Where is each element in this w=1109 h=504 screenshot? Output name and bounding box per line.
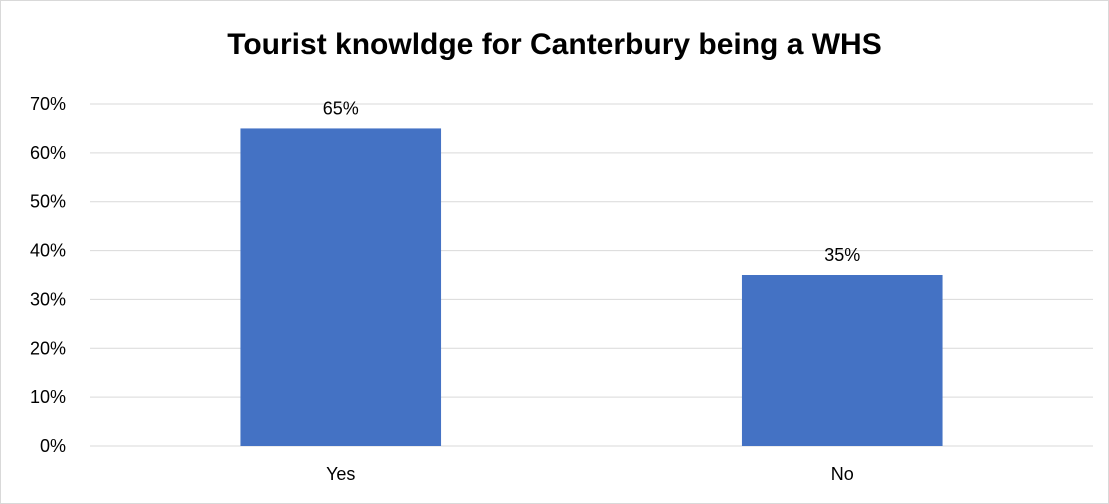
x-tick-label: No xyxy=(831,464,854,484)
x-tick-label: Yes xyxy=(326,464,355,484)
chart-title: Tourist knowldge for Canterbury being a … xyxy=(227,28,882,61)
data-labels: 65% 35% xyxy=(323,98,861,265)
x-axis-ticks: Yes No xyxy=(326,464,854,484)
bar xyxy=(240,128,442,446)
bar xyxy=(741,275,943,446)
y-tick-label: 10% xyxy=(30,387,66,407)
y-tick-label: 40% xyxy=(30,241,66,261)
y-tick-label: 20% xyxy=(30,338,66,358)
bars xyxy=(240,128,943,446)
y-tick-label: 50% xyxy=(30,192,66,212)
y-tick-label: 70% xyxy=(30,94,66,114)
data-label: 65% xyxy=(323,98,359,118)
data-label: 35% xyxy=(824,245,860,265)
y-tick-label: 60% xyxy=(30,143,66,163)
y-axis-ticks: 0% 10% 20% 30% 40% 50% 60% 70% xyxy=(30,94,66,456)
y-tick-label: 0% xyxy=(40,436,66,456)
y-tick-label: 30% xyxy=(30,289,66,309)
